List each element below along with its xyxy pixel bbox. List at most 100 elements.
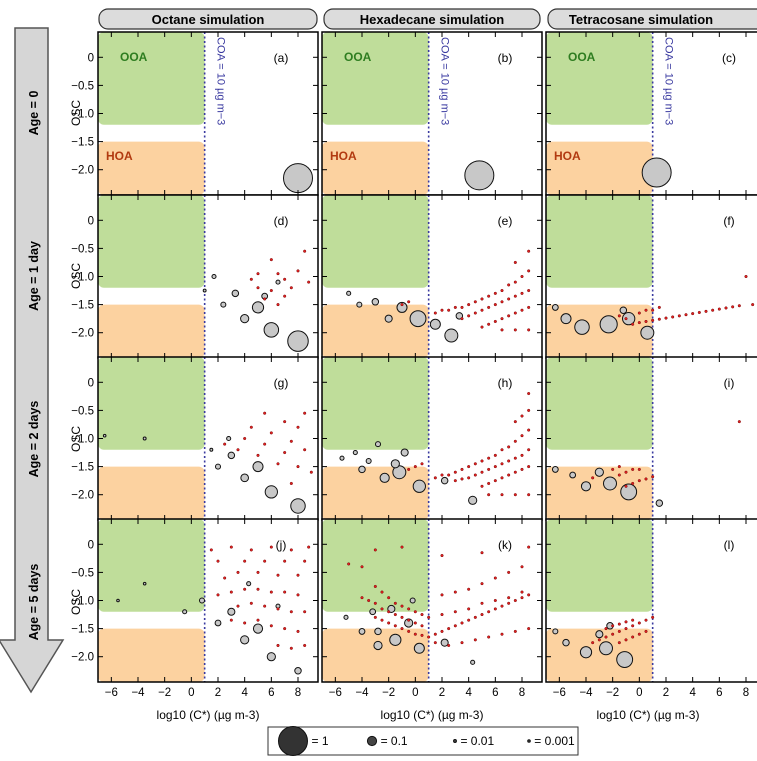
- red-marker: [427, 615, 431, 619]
- red-marker: [360, 565, 364, 569]
- red-marker: [283, 559, 287, 563]
- red-marker: [400, 303, 404, 307]
- gray-marker: [214, 619, 222, 627]
- y-tick-label: −0.5: [71, 405, 94, 417]
- gray-marker: [374, 441, 382, 448]
- red-marker: [373, 615, 377, 619]
- hoa-zone: [546, 466, 653, 520]
- red-marker: [380, 618, 384, 622]
- legend-marker: [453, 739, 457, 743]
- gray-marker: [365, 457, 372, 464]
- coa-label: COA = 10 µg m−3: [215, 37, 227, 125]
- y-tick-label: 0: [88, 215, 94, 227]
- red-marker: [420, 624, 424, 628]
- red-marker: [216, 593, 220, 597]
- red-marker: [360, 596, 364, 600]
- legend-marker: [527, 739, 531, 743]
- hoa-label: HOA: [330, 149, 357, 163]
- red-marker: [487, 294, 491, 298]
- red-marker: [269, 289, 273, 293]
- red-marker: [243, 621, 247, 625]
- ooa-label: OOA: [568, 50, 596, 64]
- red-marker: [493, 576, 497, 580]
- red-marker: [651, 475, 655, 479]
- gray-marker: [396, 301, 408, 313]
- gray-marker: [102, 433, 107, 438]
- red-marker: [283, 627, 287, 631]
- red-marker: [269, 590, 273, 594]
- ooa-zone: [98, 357, 205, 450]
- red-marker: [283, 277, 287, 281]
- red-marker: [303, 249, 307, 253]
- red-marker: [631, 618, 635, 622]
- gray-marker: [240, 314, 250, 324]
- gray-marker: [214, 463, 222, 470]
- red-marker: [624, 620, 628, 624]
- red-marker: [487, 493, 491, 497]
- x-tick-label: −2: [606, 687, 619, 699]
- gray-marker: [594, 467, 604, 477]
- gray-marker: [409, 310, 427, 328]
- red-marker: [407, 607, 411, 611]
- red-marker: [256, 272, 260, 276]
- ooa-label: OOA: [120, 50, 148, 64]
- red-marker: [276, 272, 280, 276]
- red-marker: [527, 627, 531, 631]
- gray-marker: [264, 485, 278, 499]
- red-marker: [611, 624, 615, 628]
- gray-marker: [455, 312, 464, 320]
- red-marker: [644, 618, 648, 622]
- red-marker: [527, 391, 531, 396]
- red-marker: [473, 615, 477, 619]
- gray-marker: [343, 614, 349, 620]
- red-marker: [307, 280, 311, 284]
- red-marker: [604, 627, 608, 631]
- red-marker: [367, 598, 371, 603]
- gray-marker: [470, 659, 476, 665]
- ooa-zone: [98, 519, 205, 612]
- y-tick-label: 0: [88, 52, 94, 64]
- gray-marker: [227, 451, 236, 460]
- gray-marker: [211, 273, 217, 280]
- y-tick-label: −1.0: [71, 109, 94, 121]
- red-marker: [407, 300, 411, 304]
- red-marker: [269, 258, 273, 262]
- red-marker: [657, 305, 661, 309]
- red-marker: [513, 294, 517, 298]
- gray-marker: [182, 609, 188, 615]
- x-tick-label: −6: [105, 687, 118, 699]
- ooa-zone: [546, 195, 653, 288]
- red-marker: [520, 453, 524, 457]
- red-marker: [513, 280, 517, 284]
- red-marker: [229, 545, 233, 549]
- x-tick-label: −4: [131, 687, 145, 699]
- red-marker: [373, 601, 377, 605]
- red-marker: [263, 604, 267, 608]
- gray-marker: [287, 330, 309, 352]
- red-marker: [611, 467, 615, 471]
- red-marker: [229, 590, 233, 594]
- red-marker: [440, 473, 444, 477]
- gray-marker: [603, 476, 617, 491]
- red-marker: [373, 548, 377, 552]
- red-marker: [447, 643, 451, 648]
- red-marker: [527, 428, 531, 432]
- red-marker: [400, 604, 404, 608]
- panel-5: (f): [545, 194, 757, 359]
- legend-label: = 0.01: [460, 734, 494, 748]
- x-tick-label: −2: [382, 687, 395, 699]
- red-marker: [413, 610, 417, 614]
- legend-box: [267, 726, 579, 756]
- red-marker: [447, 473, 451, 477]
- gray-marker: [142, 436, 147, 441]
- red-marker: [407, 618, 411, 622]
- red-marker: [467, 618, 471, 622]
- gray-marker: [655, 499, 664, 507]
- gray-marker: [389, 633, 402, 646]
- red-marker: [500, 317, 504, 321]
- red-marker: [380, 590, 384, 594]
- ooa-zone: [322, 519, 429, 612]
- y-tick-label: 0: [88, 539, 94, 551]
- red-marker: [731, 305, 735, 309]
- red-marker: [256, 618, 260, 622]
